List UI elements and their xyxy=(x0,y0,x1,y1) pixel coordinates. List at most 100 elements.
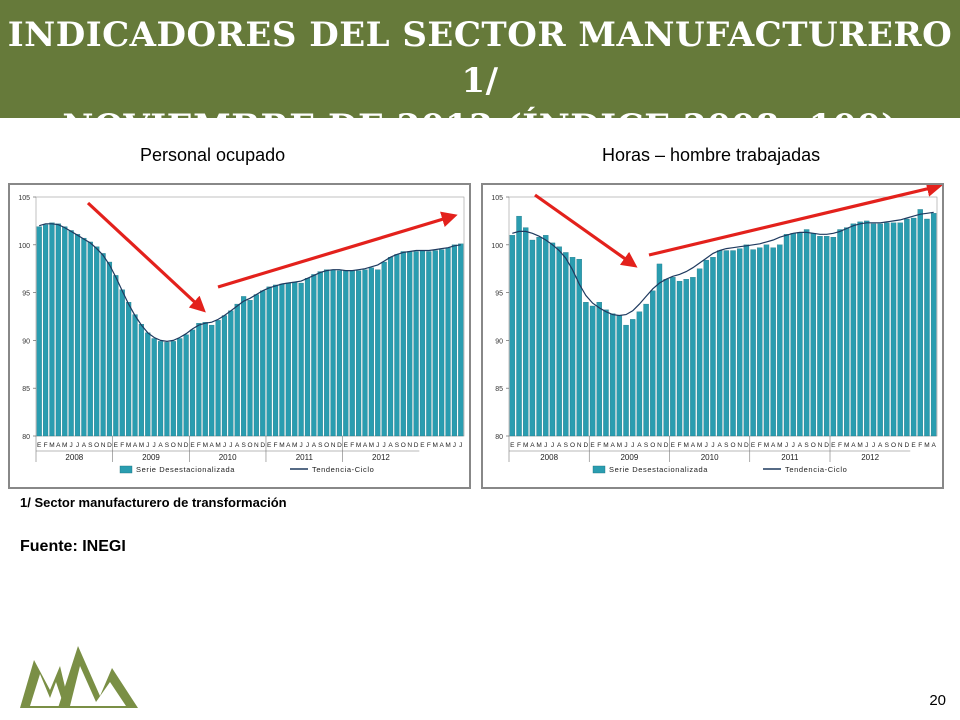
x-month-label: S xyxy=(724,442,729,449)
bar xyxy=(696,268,703,437)
x-month-label: O xyxy=(811,442,816,449)
x-month-label: O xyxy=(94,442,99,449)
x-month-label: J xyxy=(785,442,788,449)
x-month-label: J xyxy=(551,442,554,449)
bar xyxy=(177,338,183,437)
bar xyxy=(549,242,556,437)
x-month-label: A xyxy=(209,442,214,449)
x-month-label: E xyxy=(510,442,515,449)
bar xyxy=(730,250,736,437)
x-month-label: D xyxy=(744,442,749,449)
bar xyxy=(221,315,228,437)
bar xyxy=(583,302,589,437)
x-month-label: E xyxy=(344,442,349,449)
bar xyxy=(757,247,763,437)
x-month-label: N xyxy=(818,442,823,449)
bar xyxy=(202,322,208,437)
x-month-label: J xyxy=(544,442,547,449)
x-month-label: S xyxy=(395,442,400,449)
x-month-label: N xyxy=(577,442,582,449)
annotation-arrow xyxy=(534,193,638,268)
bar xyxy=(119,289,125,437)
bar xyxy=(529,239,536,437)
bar xyxy=(368,267,374,437)
x-month-label: M xyxy=(445,442,450,449)
bar xyxy=(285,282,291,437)
bar xyxy=(375,269,381,437)
x-month-label: J xyxy=(624,442,627,449)
bar xyxy=(663,279,669,437)
x-month-label: J xyxy=(872,442,875,449)
chart2-title: Horas – hombre trabajadas xyxy=(602,145,821,165)
bar xyxy=(394,254,400,437)
x-month-label: S xyxy=(885,442,890,449)
x-month-label: A xyxy=(878,442,883,449)
x-month-label: O xyxy=(570,442,575,449)
y-tick-label: 100 xyxy=(18,243,30,250)
slide-title: INDICADORES DEL SECTOR MANUFACTURERO 1/ … xyxy=(0,12,960,150)
bar xyxy=(100,253,106,437)
x-month-label: N xyxy=(407,442,412,449)
x-month-label: S xyxy=(804,442,809,449)
bar xyxy=(750,249,756,437)
x-month-label: A xyxy=(388,442,393,449)
bar xyxy=(157,341,164,437)
y-tick-label: 80 xyxy=(495,434,503,441)
bar xyxy=(823,236,830,437)
x-month-label: E xyxy=(911,442,916,449)
y-tick-label: 90 xyxy=(495,338,503,345)
annotation-arrow xyxy=(86,201,206,313)
y-tick-label: 95 xyxy=(495,291,503,298)
bar xyxy=(630,319,636,437)
bar xyxy=(260,290,266,437)
bar xyxy=(170,341,176,437)
legend-label-bars: Serie Desestacionalizada xyxy=(609,465,708,474)
x-month-label: M xyxy=(49,442,54,449)
x-month-label: E xyxy=(590,442,595,449)
legend-label-trend: Tendencia-Ciclo xyxy=(785,465,847,474)
bar xyxy=(439,249,445,437)
x-year-label: 2011 xyxy=(781,453,799,462)
x-year-label: 2010 xyxy=(701,453,719,462)
x-month-label: A xyxy=(691,442,696,449)
bar xyxy=(241,296,247,437)
bar xyxy=(234,303,240,437)
y-tick-label: 85 xyxy=(22,386,30,393)
bar xyxy=(710,257,716,437)
x-year-label: 2011 xyxy=(296,453,314,462)
x-month-label: F xyxy=(918,442,922,449)
bar xyxy=(36,226,42,437)
x-month-label: O xyxy=(650,442,655,449)
bar xyxy=(589,305,596,437)
x-month-label: A xyxy=(56,442,61,449)
bar xyxy=(810,233,816,437)
bar xyxy=(917,209,923,437)
bar xyxy=(690,277,696,437)
x-month-label: M xyxy=(356,442,361,449)
x-month-label: O xyxy=(401,442,406,449)
bar xyxy=(215,320,221,437)
x-month-label: A xyxy=(363,442,368,449)
x-month-label: J xyxy=(70,442,73,449)
x-month-label: A xyxy=(439,442,444,449)
bar xyxy=(189,329,196,437)
bar xyxy=(783,234,790,437)
bar xyxy=(670,277,676,437)
bar xyxy=(910,217,917,437)
x-month-label: M xyxy=(279,442,284,449)
bar xyxy=(151,338,157,437)
bar xyxy=(43,224,49,437)
x-month-label: D xyxy=(584,442,589,449)
x-month-label: F xyxy=(838,442,842,449)
x-month-label: J xyxy=(383,442,386,449)
x-year-label: 2008 xyxy=(540,453,558,462)
x-month-label: D xyxy=(824,442,829,449)
bar xyxy=(426,251,432,437)
bar xyxy=(356,270,362,437)
x-month-label: E xyxy=(190,442,195,449)
bar xyxy=(676,280,683,437)
bar xyxy=(445,247,451,437)
page-number: 20 xyxy=(929,692,946,709)
